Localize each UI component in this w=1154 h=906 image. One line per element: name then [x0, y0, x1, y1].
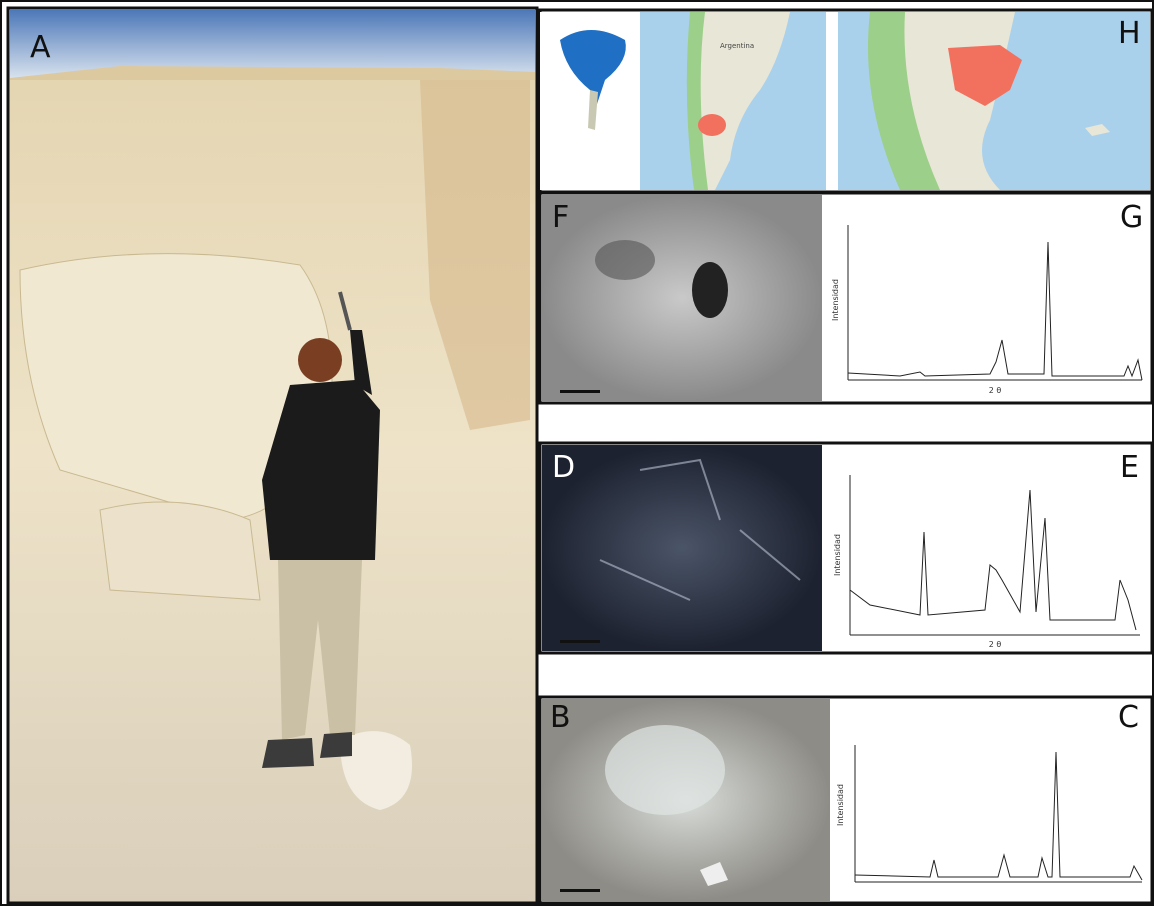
panel-de: Intensidad 2 θ	[540, 443, 1152, 653]
figure-canvas: Intensidad 2 θ Intensidad 2 θ Intensidad…	[0, 0, 1154, 906]
x-axis-label: 2 θ	[989, 386, 1002, 395]
panel-fg: Intensidad 2 θ	[540, 193, 1152, 403]
y-axis-label: Intensidad	[833, 534, 842, 576]
panel-bc: Intensidad	[540, 697, 1152, 903]
panel-label: D	[552, 450, 575, 485]
panel-label: G	[1120, 200, 1143, 235]
photo-a	[8, 8, 537, 903]
map-label: Argentina	[720, 42, 754, 50]
x-axis-label: 2 θ	[989, 640, 1002, 649]
panel-label: C	[1118, 700, 1139, 735]
panel-label: B	[550, 700, 571, 735]
y-axis-label: Intensidad	[836, 784, 845, 826]
panel-label: A	[30, 30, 51, 65]
y-axis-label: Intensidad	[831, 279, 840, 321]
panel-label: H	[1118, 16, 1141, 51]
figure: Intensidad 2 θ Intensidad 2 θ Intensidad…	[0, 0, 1154, 906]
panel-label: F	[552, 200, 569, 235]
panel-label: E	[1120, 450, 1139, 485]
maps-h	[540, 10, 1152, 192]
